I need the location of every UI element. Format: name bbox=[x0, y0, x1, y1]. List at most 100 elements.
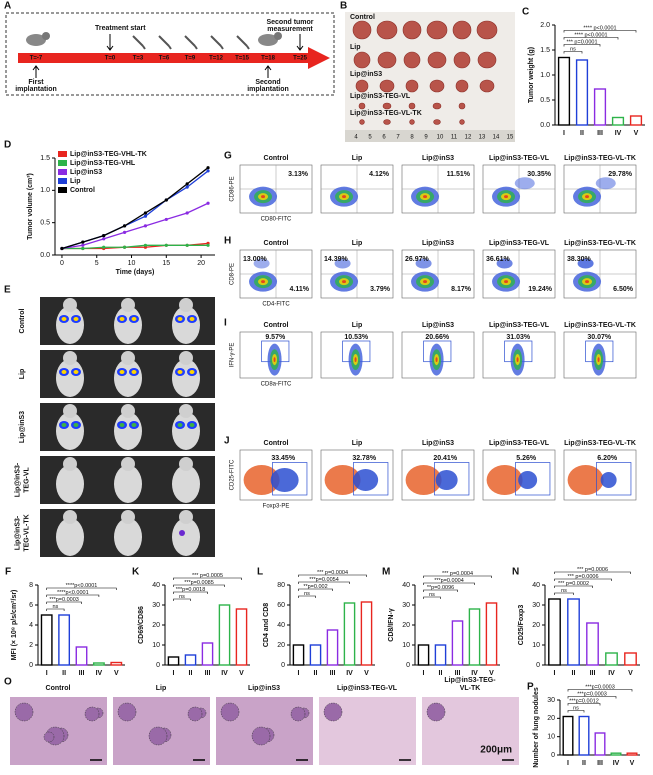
significance-bracket bbox=[298, 574, 367, 577]
y-tick-label: 0 bbox=[406, 662, 410, 669]
series-point bbox=[206, 243, 210, 247]
tumor-nodule bbox=[117, 702, 137, 722]
significance-bracket bbox=[46, 601, 82, 604]
ruler-number: 9 bbox=[424, 135, 428, 141]
y-tick-label: 0 bbox=[536, 662, 540, 669]
y-tick-label: 30 bbox=[402, 602, 410, 609]
significance-bracket bbox=[567, 710, 585, 713]
flow-percentage: 26.97% bbox=[405, 256, 430, 263]
histology-title: Control bbox=[46, 685, 71, 692]
y-tick-label: 20 bbox=[547, 715, 555, 722]
y-tick-label: 2.0 bbox=[540, 22, 550, 29]
mouse-head bbox=[179, 510, 193, 524]
series-point bbox=[185, 185, 189, 189]
x-tick-label: IV bbox=[96, 670, 103, 677]
timeline-tick: T=25 bbox=[293, 56, 308, 62]
series-point bbox=[102, 234, 106, 238]
cell-density bbox=[504, 280, 509, 284]
ruler-number: 6 bbox=[382, 135, 386, 141]
histology-title: VL-TK bbox=[460, 685, 481, 692]
y-tick-label: 4 bbox=[29, 622, 33, 629]
y-tick-label: 0 bbox=[281, 662, 285, 669]
significance-bracket bbox=[554, 592, 574, 595]
x-tick-label: IV bbox=[221, 670, 228, 677]
signal-core bbox=[119, 317, 125, 321]
panel-label: M bbox=[382, 567, 390, 578]
flow-title: Lip@inS3 bbox=[422, 155, 454, 162]
ruler-number: 13 bbox=[479, 135, 486, 141]
y-tick-label: 1.0 bbox=[540, 72, 550, 79]
flow-title: Lip@inS3-TEG-VL bbox=[489, 322, 550, 329]
panel-label: I bbox=[224, 318, 227, 329]
tumor bbox=[426, 20, 448, 40]
x-tick-label: II bbox=[439, 670, 443, 677]
tumor bbox=[382, 102, 392, 110]
signal-blob bbox=[179, 530, 185, 536]
signal-core bbox=[177, 370, 183, 374]
y-tick-label: 10 bbox=[547, 734, 555, 741]
y-tick-label: 60 bbox=[277, 602, 285, 609]
timeline-tick: T=3 bbox=[133, 56, 144, 62]
y-tick-label: 8 bbox=[29, 582, 33, 589]
flow-percentage: 33.45% bbox=[271, 455, 296, 462]
y-tick-label: 1.5 bbox=[40, 155, 50, 162]
bar bbox=[451, 620, 464, 666]
photo-row-label: Lip@inS3-TEG-VL-TK bbox=[350, 110, 422, 117]
x-tick-label: IV bbox=[346, 670, 353, 677]
y-axis-label: CD8/IFN-γ bbox=[388, 608, 395, 642]
series-point bbox=[102, 237, 106, 241]
cell-density bbox=[342, 280, 347, 284]
x-tick-label: III bbox=[79, 670, 85, 677]
ruler-number: 4 bbox=[354, 135, 358, 141]
y-axis-label: CD86-PE bbox=[230, 176, 236, 201]
event-label: measurement bbox=[267, 26, 313, 33]
x-tick-label: V bbox=[489, 670, 494, 677]
timeline-tick: T=18 bbox=[261, 56, 276, 62]
mouse-head bbox=[179, 351, 193, 365]
significance-bracket bbox=[46, 587, 117, 590]
tumor bbox=[408, 102, 416, 110]
significance-label: *** p=0.0002 bbox=[558, 581, 589, 587]
y-tick-label: 20 bbox=[532, 622, 540, 629]
significance-bracket bbox=[423, 582, 475, 585]
event-arrowhead bbox=[264, 65, 272, 71]
significance-bracket bbox=[423, 575, 492, 578]
cell-cloud bbox=[243, 465, 280, 495]
y-tick-label: 0.0 bbox=[40, 252, 50, 259]
x-tick-label: I bbox=[298, 670, 300, 677]
ruler-number: 15 bbox=[507, 135, 514, 141]
flow-percentage: 14.39% bbox=[324, 256, 349, 263]
y-axis-label: CD69/CD86 bbox=[138, 606, 145, 644]
tumor-nodule bbox=[14, 702, 34, 722]
flow-title: Control bbox=[264, 240, 289, 247]
significance-label: ***p=0.0054 bbox=[309, 577, 339, 583]
ruler-number: 14 bbox=[493, 135, 500, 141]
significance-label: ns bbox=[561, 588, 567, 594]
cell-density bbox=[415, 258, 432, 269]
legend-label: Lip bbox=[70, 178, 81, 185]
legend-swatch bbox=[58, 160, 67, 166]
bar bbox=[434, 644, 447, 666]
x-tick-label: I bbox=[173, 670, 175, 677]
legend-label: Lip@inS3-TEG-VHL bbox=[70, 160, 136, 167]
photo-row-label: Control bbox=[350, 14, 375, 21]
timeline-arrowhead bbox=[308, 47, 330, 69]
significance-bracket bbox=[46, 608, 65, 611]
signal-core bbox=[61, 423, 67, 427]
series-point bbox=[60, 246, 64, 251]
series-point bbox=[81, 243, 85, 247]
syringe-icon bbox=[158, 35, 172, 50]
significance-bracket bbox=[173, 591, 208, 594]
tumor bbox=[459, 119, 465, 125]
significance-label: ns bbox=[429, 592, 435, 598]
bar bbox=[468, 608, 481, 666]
event-label: Second tumor bbox=[266, 19, 313, 26]
y-tick-label: 40 bbox=[277, 622, 285, 629]
flow-percentage: 11.51% bbox=[447, 171, 471, 178]
flow-percentage: 30.07% bbox=[587, 334, 612, 341]
x-tick-label: II bbox=[62, 670, 66, 677]
cell-cloud bbox=[518, 471, 538, 489]
significance-label: ns bbox=[52, 604, 58, 610]
series-line bbox=[61, 170, 209, 250]
